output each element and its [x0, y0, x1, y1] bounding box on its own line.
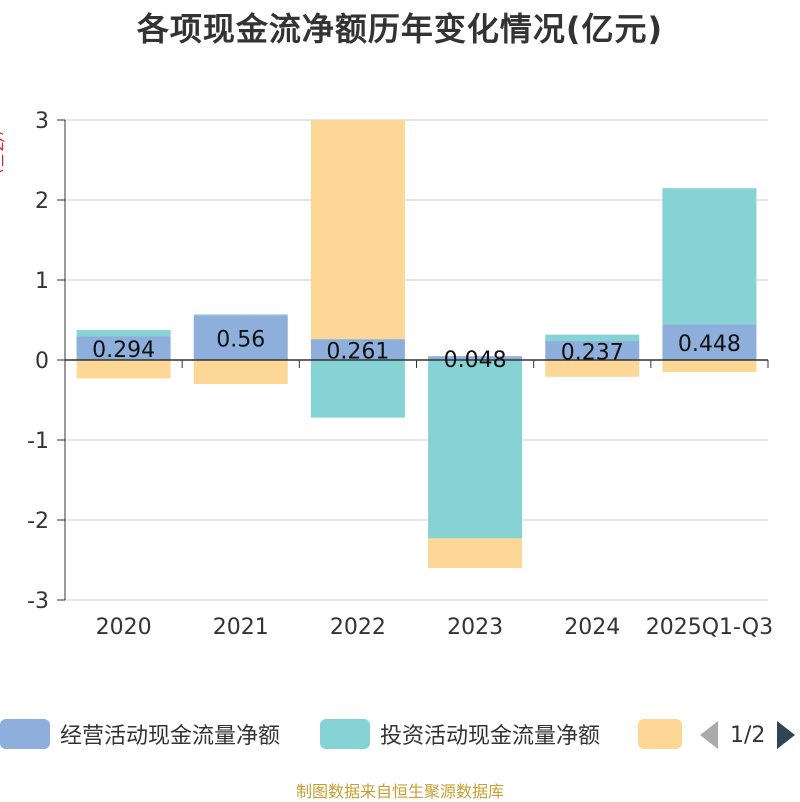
bar-investing-1: [193, 314, 288, 316]
bar-operating-0: [76, 336, 171, 360]
legend-item-operating[interactable]: 经营活动现金流量净额: [0, 718, 280, 750]
source-note: 制图数据来自恒生聚源数据库: [295, 782, 504, 801]
pager-page-indicator: 1/2: [730, 722, 766, 748]
bar-investing-4: [545, 334, 640, 342]
bar-financing-4: [545, 360, 640, 377]
data-label-3: 0.048: [444, 348, 507, 373]
y-tick-label-6: -3: [27, 589, 49, 614]
bar-financing-5: [662, 360, 757, 372]
legend-swatch-operating: [0, 719, 50, 749]
data-label-4: 0.237: [561, 341, 624, 366]
chart-plot: 3 2 1 0 -1 -2 -3 0.294 0.56 0.261 0.048 0.237 0.448 2…: [27, 109, 773, 640]
data-label-2: 0.261: [326, 340, 389, 365]
y-tick-label-3: 0: [35, 349, 49, 374]
y-tick-label-1: 2: [35, 189, 49, 214]
x-tick-label-0: 2020: [96, 615, 152, 640]
data-label-0: 0.294: [92, 338, 155, 363]
bar-financing-2: [310, 119, 405, 340]
y-tick-label-2: 1: [35, 269, 49, 294]
legend-swatch-investing: [320, 719, 370, 749]
x-tick-label-1: 2021: [213, 615, 269, 640]
bar-investing-5: [662, 188, 757, 325]
legend-label-operating: 经营活动现金流量净额: [60, 724, 281, 749]
legend-pager: 1/2: [700, 718, 796, 752]
y-tick-label-4: -1: [27, 429, 49, 454]
y-tick-label-5: -2: [27, 509, 49, 534]
bar-investing-2: [310, 360, 405, 418]
bar-operating-1: [193, 315, 288, 360]
bar-operating-5: [662, 324, 757, 360]
data-label-1: 0.56: [216, 328, 265, 353]
pager-prev-arrow-icon[interactable]: [700, 721, 718, 749]
legend-item-investing[interactable]: 投资活动现金流量净额: [320, 718, 600, 750]
legend-label-investing: 投资活动现金流量净额: [380, 724, 601, 749]
bar-operating-3: [428, 356, 523, 360]
legend-swatch-financing: [638, 719, 682, 749]
x-tick-label-3: 2023: [447, 615, 503, 640]
bar-operating-4: [545, 341, 640, 360]
bar-investing-3: [428, 360, 523, 539]
x-tick-label-5: 2025Q1-Q3: [646, 615, 773, 640]
legend-item-financing[interactable]: [638, 718, 692, 750]
bar-investing-0: [76, 330, 171, 337]
y-tick-label-0: 3: [35, 109, 49, 134]
bar-financing-1: [193, 360, 288, 384]
bar-operating-2: [310, 339, 405, 360]
x-tick-label-2: 2022: [330, 615, 386, 640]
data-label-5: 0.448: [678, 332, 741, 357]
bar-financing-3: [428, 538, 523, 568]
bar-financing-0: [76, 360, 171, 379]
x-tick-label-4: 2024: [564, 615, 620, 640]
chart-title: 各项现金流净额历年变化情况(亿元): [136, 10, 664, 48]
pager-next-arrow-icon[interactable]: [777, 721, 796, 749]
